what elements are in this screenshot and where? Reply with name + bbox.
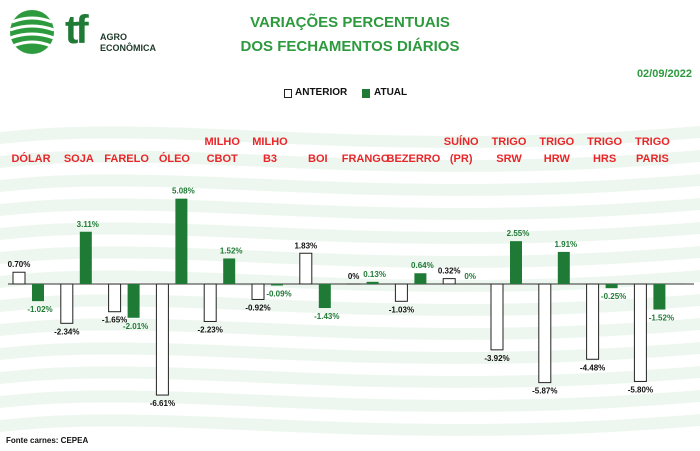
category-label: BEZERRO: [387, 153, 441, 165]
value-label-previous: 0%: [348, 272, 360, 281]
bar-previous: [394, 283, 408, 302]
category-label: FARELO: [104, 153, 149, 165]
bar-current: [32, 284, 44, 302]
bar-previous: [108, 283, 122, 313]
value-label-current: -0.09%: [266, 290, 291, 299]
value-label-current: 0%: [464, 272, 476, 281]
value-label-previous: -4.48%: [580, 363, 605, 372]
bar-current: [653, 284, 666, 310]
bar-previous: [12, 271, 26, 285]
source-note: Fonte carnes: CEPEA: [6, 436, 89, 445]
value-label-current: -1.43%: [314, 312, 339, 321]
value-label-previous: -0.92%: [245, 303, 270, 312]
value-label-previous: 0.70%: [8, 260, 31, 269]
background-stripe: [0, 270, 700, 292]
bar-current: [271, 284, 283, 286]
bar-previous: [586, 283, 600, 360]
bar-previous: [299, 252, 313, 285]
background-stripe: [0, 222, 700, 244]
bar-previous: [251, 283, 265, 300]
bar-current: [318, 284, 331, 309]
category-label: BOI: [308, 153, 328, 165]
value-label-previous: -2.23%: [198, 325, 223, 334]
category-label: TRIGO HRW: [539, 136, 574, 165]
category-label: MILHO CBOT: [204, 136, 240, 165]
legend-label-current: ATUAL: [374, 87, 408, 98]
background-stripe: [0, 174, 700, 196]
category-label: ÓLEO: [159, 152, 191, 165]
bar-current: [605, 284, 618, 289]
background-stripe: [0, 246, 700, 268]
value-label-current: -0.25%: [601, 292, 626, 301]
background-stripe: [0, 414, 700, 436]
bar-current: [366, 281, 379, 284]
value-label-previous: -6.61%: [150, 399, 175, 408]
bar-current: [557, 251, 570, 284]
value-label-current: 0.64%: [411, 261, 434, 270]
bar-previous: [60, 283, 74, 324]
bar-previous: [538, 283, 552, 384]
bar-current: [127, 284, 140, 318]
value-label-previous: -3.92%: [484, 354, 509, 363]
value-label-previous: -1.03%: [389, 305, 414, 314]
legend-swatch-current: [362, 89, 370, 98]
background-stripe: [0, 366, 700, 388]
value-label-current: 1.91%: [554, 240, 577, 249]
bar-current: [223, 258, 236, 284]
bar-current: [510, 241, 522, 284]
value-label-current: -1.52%: [649, 314, 674, 323]
value-label-previous: 1.83%: [294, 241, 317, 250]
bar-current: [79, 231, 92, 284]
brand-line-2: ECONÔMICA: [100, 43, 156, 53]
brand-logo: tf AGRO ECONÔMICA: [8, 6, 158, 58]
category-label: DÓLAR: [11, 152, 50, 165]
background-stripe: [0, 390, 700, 412]
value-label-previous: -5.87%: [532, 387, 557, 396]
value-label-previous: -1.65%: [102, 316, 127, 325]
report-date: 02/09/2022: [636, 68, 692, 80]
bar-previous: [490, 283, 504, 351]
bar-previous: [442, 278, 456, 285]
brand-line-1: AGRO: [100, 32, 127, 42]
bar-current: [175, 198, 188, 284]
category-label: FRANGO: [342, 153, 390, 165]
bar-previous: [633, 283, 647, 382]
value-label-current: -1.02%: [27, 305, 52, 314]
category-label: TRIGO PARIS: [635, 136, 670, 165]
chart-title-line-2: DOS FECHAMENTOS DIÁRIOS: [240, 38, 460, 55]
background-stripe: [0, 342, 700, 364]
brand-name: tf: [65, 8, 89, 52]
value-label-current: 3.11%: [77, 220, 99, 229]
legend-swatch-previous: [284, 89, 292, 98]
background-stripe: [0, 126, 700, 148]
background-stripe: [0, 294, 700, 316]
category-label: TRIGO SRW: [492, 136, 527, 165]
value-label-previous: -5.80%: [628, 385, 653, 394]
value-label-current: -2.01%: [123, 322, 148, 331]
bar-previous: [155, 283, 169, 396]
category-label: MILHO B3: [252, 136, 288, 165]
globe-icon: [9, 10, 55, 54]
legend-label-previous: ANTERIOR: [295, 87, 348, 98]
category-label: SOJA: [64, 153, 94, 165]
value-label-current: 0.13%: [363, 270, 386, 279]
background-stripe: [0, 198, 700, 220]
category-label: TRIGO HRS: [587, 136, 622, 165]
value-label-current: 1.52%: [220, 246, 243, 255]
value-label-current: 2.55%: [507, 229, 530, 238]
bar-current: [414, 273, 427, 284]
category-label: SUÍNO (PR): [444, 135, 479, 165]
background-stripe: [0, 318, 700, 340]
value-label-current: 5.08%: [172, 187, 195, 196]
background-stripe: [0, 150, 700, 172]
value-label-previous: 0.32%: [438, 267, 461, 276]
value-label-previous: -2.34%: [54, 327, 79, 336]
bar-previous: [203, 283, 217, 322]
chart-title-line-1: VARIAÇÕES PERCENTUAIS: [250, 14, 450, 31]
